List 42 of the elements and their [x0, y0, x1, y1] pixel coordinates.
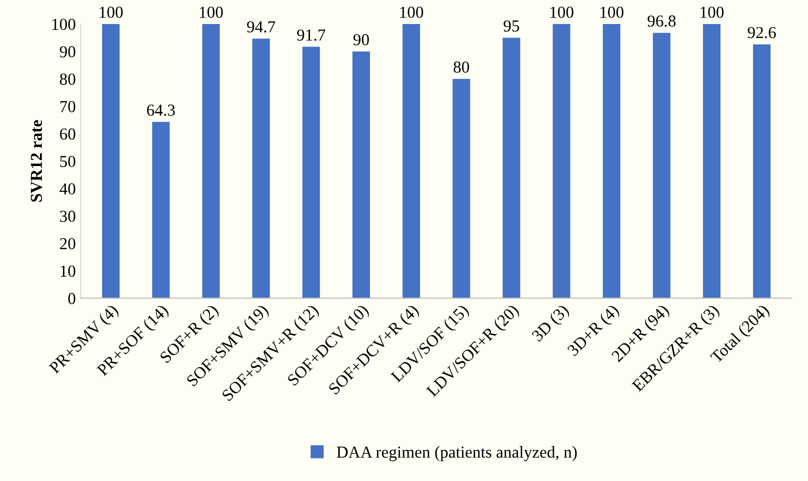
y-tick-label: 30	[60, 210, 76, 222]
y-tick-label: 40	[60, 183, 76, 194]
data-label: 90	[353, 34, 369, 46]
data-label: 92.6	[748, 26, 776, 38]
bar	[552, 24, 570, 298]
data-label: 100	[700, 6, 724, 18]
legend-label: DAA regimen (patients analyzed, n)	[336, 446, 577, 462]
data-label: 94.7	[247, 21, 276, 32]
y-tick-label: 80	[60, 74, 76, 85]
data-label: 95	[504, 20, 520, 32]
data-label: 100	[200, 6, 223, 18]
y-tick-label: 50	[60, 156, 76, 168]
y-tick-label: 70	[60, 101, 76, 112]
x-tick-label: 3D (3)	[530, 304, 572, 344]
data-label: 100	[600, 6, 624, 18]
y-tick-label: 20	[60, 238, 76, 250]
y-axis-title: SVR12 rate	[30, 120, 42, 202]
bar	[102, 24, 120, 298]
data-label: 91.7	[297, 29, 326, 41]
bar	[352, 51, 370, 298]
bar	[202, 24, 220, 298]
bar	[502, 38, 520, 298]
data-label: 100	[100, 6, 123, 18]
bar	[402, 24, 420, 298]
data-label: 100	[550, 6, 574, 18]
bar	[452, 78, 470, 298]
y-tick-label: 0	[68, 292, 76, 304]
bar	[302, 46, 320, 298]
data-label: 64.3	[147, 104, 175, 116]
data-label: 96.8	[648, 15, 676, 27]
bar	[152, 122, 170, 298]
y-tick-label: 100	[52, 18, 76, 30]
y-tick-label: 90	[60, 46, 76, 58]
y-tick-label: 60	[60, 128, 76, 140]
data-label: 100	[400, 6, 424, 18]
bar	[652, 32, 670, 298]
bar	[602, 24, 620, 298]
y-tick-label: 10	[60, 266, 76, 277]
bar	[702, 24, 720, 298]
bar	[252, 38, 270, 298]
bar	[753, 44, 771, 298]
data-label: 80	[454, 61, 470, 73]
